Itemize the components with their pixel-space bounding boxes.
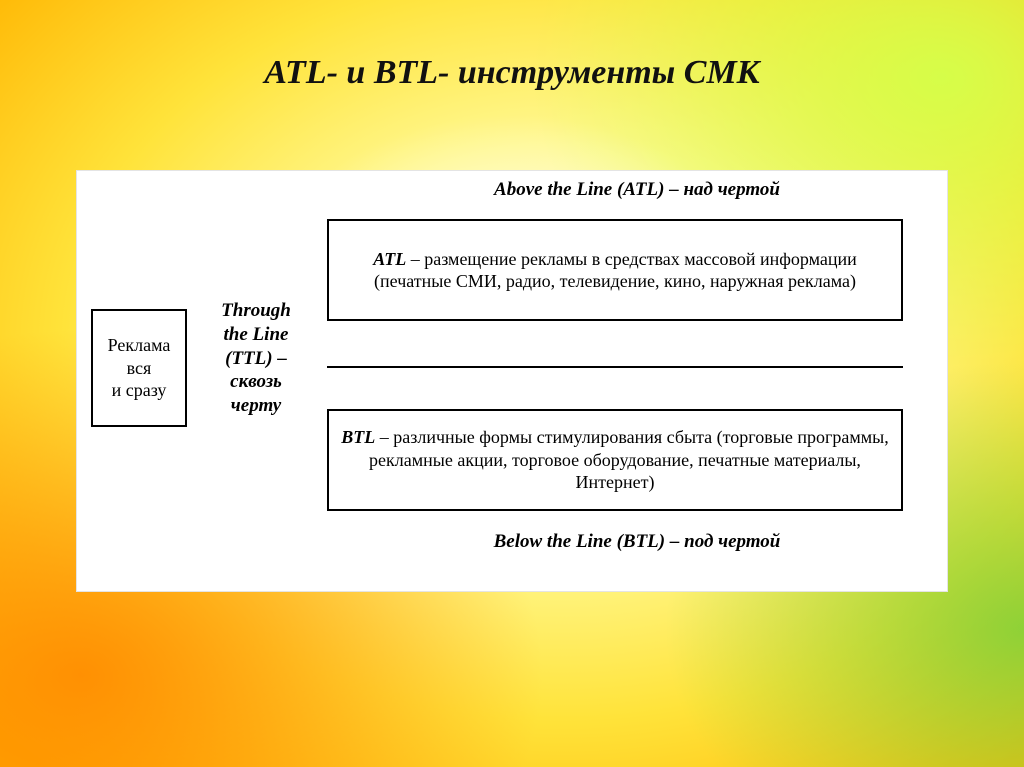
slide-title: ATL- и BTL- инструменты СМК (0, 54, 1024, 92)
atl-caption-bold: Above the Line (ATL) (494, 179, 664, 200)
atl-caption-tail: – над чертой (664, 179, 779, 200)
diagram-panel: Рекламавсяи сразу Throughthe Line(TTL) –… (76, 170, 948, 592)
center-divider-line (327, 366, 903, 368)
atl-box-rest: – размещение рекламы в средствах массово… (374, 249, 857, 292)
btl-box: BTL – различные формы стимулирования сбы… (327, 409, 903, 511)
ttl-label: Throughthe Line(TTL) –сквозьчерту (201, 299, 311, 418)
btl-caption: Below the Line (BTL) – под чертой (407, 531, 867, 553)
btl-caption-tail: – под чертой (665, 531, 780, 552)
atl-box-strong: ATL (373, 249, 406, 269)
atl-caption: Above the Line (ATL) – над чертой (407, 179, 867, 201)
ttl-label-text: Throughthe Line(TTL) –сквозьчерту (221, 300, 291, 416)
atl-box: ATL – размещение рекламы в средствах мас… (327, 219, 903, 321)
left-box-reklama: Рекламавсяи сразу (91, 309, 187, 427)
btl-box-rest: – различные формы стимулирования сбыта (… (369, 427, 889, 492)
btl-box-strong: BTL (341, 427, 375, 447)
btl-caption-bold: Below the Line (BTL) (494, 531, 666, 552)
left-box-text: Рекламавсяи сразу (108, 334, 171, 402)
